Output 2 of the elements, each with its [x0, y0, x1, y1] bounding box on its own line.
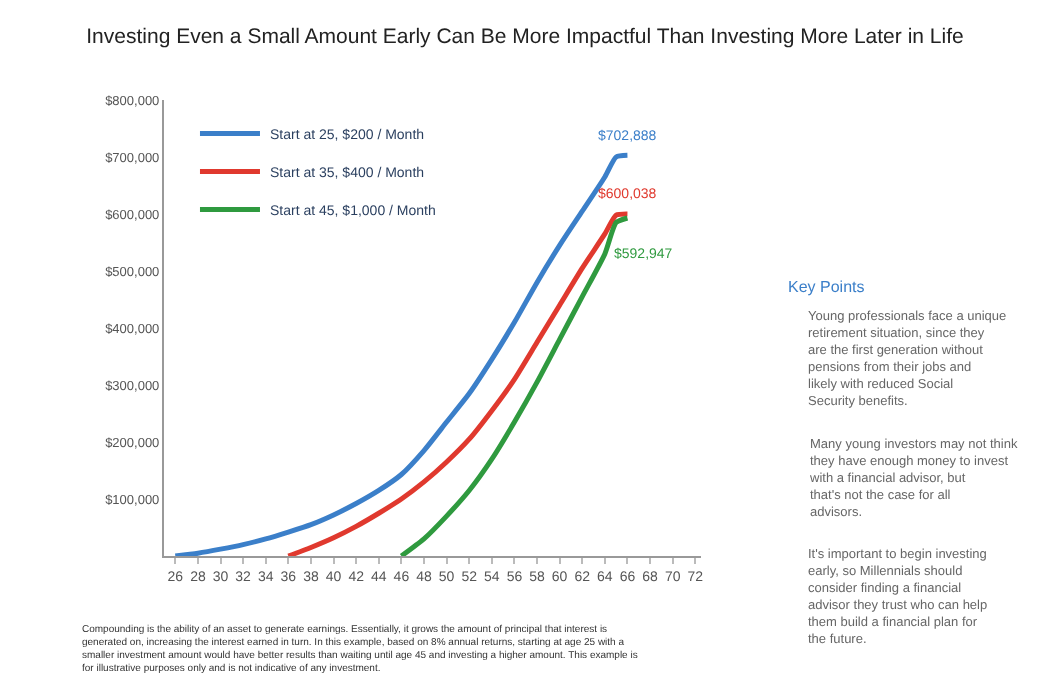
- chart-title: Investing Even a Small Amount Early Can Be More Impactful Than Investing More Later in Life: [86, 24, 964, 49]
- text: Key Points: [788, 278, 865, 296]
